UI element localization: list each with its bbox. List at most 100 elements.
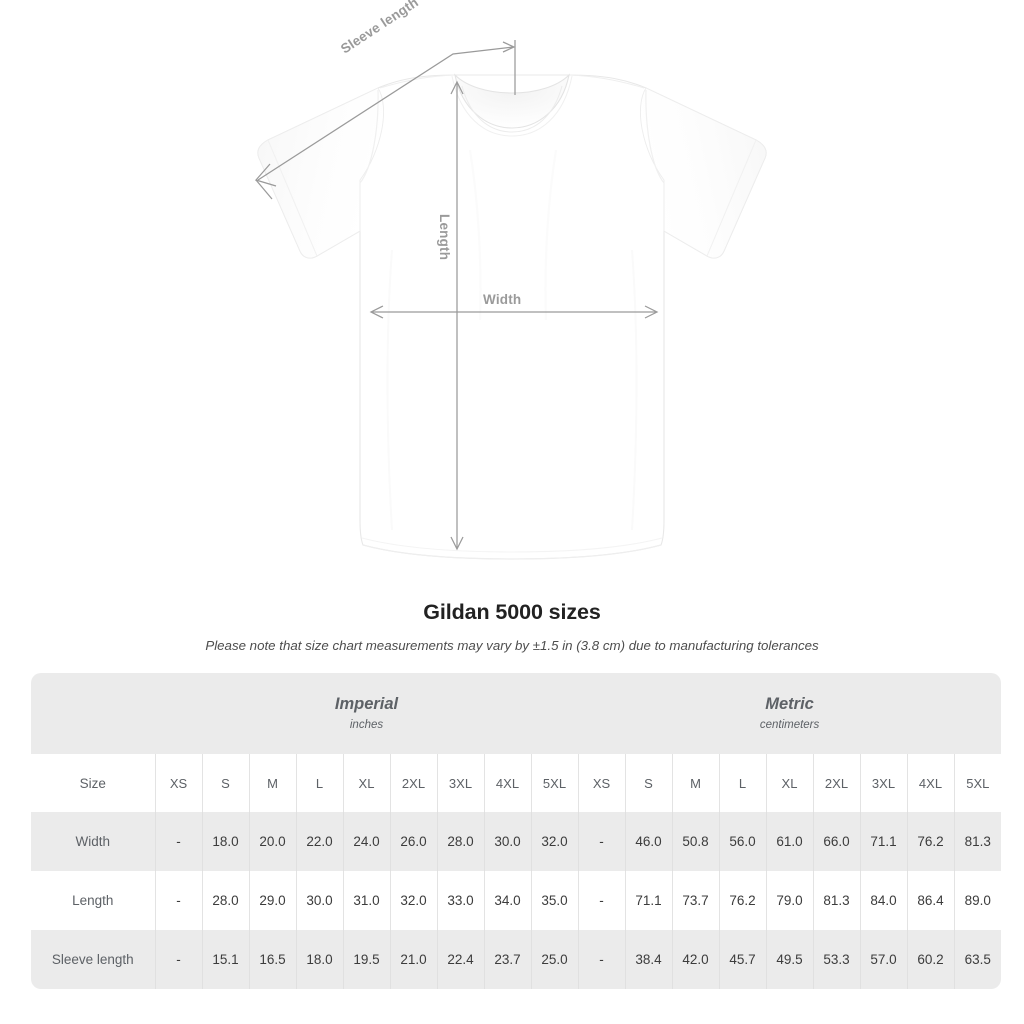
cell-length-imperial-2xl: 32.0 (389, 871, 437, 930)
bottom-hem (362, 544, 662, 560)
right-shoulder-seam (568, 74, 645, 89)
cell-width-imperial-l: 22.0 (295, 812, 343, 871)
size-column-header: Size (31, 754, 155, 812)
size-header-metric-2xl: 2XL (812, 754, 860, 812)
cell-width-metric-4xl: 76.2 (906, 812, 954, 871)
cell-length-imperial-xl: 31.0 (342, 871, 390, 930)
size-header-imperial-m: M (248, 754, 296, 812)
tolerance-note: Please note that size chart measurements… (205, 638, 819, 653)
size-header-imperial-xs: XS (154, 754, 202, 812)
page-title: Gildan 5000 sizes (423, 600, 601, 624)
cell-sleeve-imperial-xl: 19.5 (342, 930, 390, 989)
size-header-imperial-l: L (295, 754, 343, 812)
cell-width-metric-s: 46.0 (624, 812, 672, 871)
length-arrowhead-bottom (450, 536, 464, 551)
table-row: Length - 28.0 29.0 30.0 31.0 32.0 33.0 3… (31, 871, 1002, 930)
cell-length-metric-l: 76.2 (718, 871, 766, 930)
cell-width-imperial-xl: 24.0 (342, 812, 390, 871)
size-header-metric-xl: XL (765, 754, 813, 812)
right-sleeve-seam (645, 89, 665, 184)
cell-length-metric-xs: - (577, 871, 625, 930)
cell-sleeve-metric-3xl: 57.0 (859, 930, 907, 989)
garment-shape (257, 73, 767, 560)
cell-length-imperial-m: 29.0 (248, 871, 296, 930)
cell-length-imperial-4xl: 34.0 (483, 871, 531, 930)
size-chart-table-container: Imperial inches Metric centimeters Size … (31, 673, 1002, 989)
collar-inner-line (461, 85, 563, 133)
size-header-metric-xs: XS (577, 754, 625, 812)
cell-sleeve-metric-s: 38.4 (624, 930, 672, 989)
cell-width-imperial-2xl: 26.0 (389, 812, 437, 871)
size-header-metric-4xl: 4XL (906, 754, 954, 812)
length-arrowhead-top (450, 80, 464, 95)
cell-sleeve-imperial-3xl: 22.4 (436, 930, 484, 989)
cell-length-metric-5xl: 89.0 (953, 871, 1002, 930)
tshirt-diagram: Sleeve length Length Width (254, 0, 767, 560)
cell-sleeve-imperial-5xl: 25.0 (530, 930, 578, 989)
width-arrowhead-left (369, 305, 384, 319)
imperial-label: Imperial (334, 694, 399, 713)
cell-sleeve-metric-5xl: 63.5 (953, 930, 1002, 989)
cell-sleeve-metric-xs: - (577, 930, 625, 989)
sleeve-length-line (257, 46, 514, 181)
width-label: Width (483, 292, 522, 307)
cell-sleeve-imperial-xs: - (154, 930, 202, 989)
cell-length-imperial-l: 30.0 (295, 871, 343, 930)
length-arrow (450, 80, 464, 551)
size-header-imperial-3xl: 3XL (436, 754, 484, 812)
collar-rib-line (451, 75, 573, 137)
bottom-hem-inner (361, 537, 663, 553)
left-sleeve-hem (267, 139, 318, 257)
size-header-imperial-4xl: 4XL (483, 754, 531, 812)
cell-length-imperial-3xl: 33.0 (436, 871, 484, 930)
cell-width-metric-2xl: 66.0 (812, 812, 860, 871)
size-header-metric-3xl: 3XL (859, 754, 907, 812)
metric-header-cell: Metric centimeters (578, 673, 1002, 754)
fabric-fold-left (386, 249, 393, 531)
cell-sleeve-imperial-2xl: 21.0 (389, 930, 437, 989)
cell-sleeve-imperial-4xl: 23.7 (483, 930, 531, 989)
cell-width-metric-m: 50.8 (671, 812, 719, 871)
cell-length-imperial-5xl: 35.0 (530, 871, 578, 930)
cell-width-imperial-5xl: 32.0 (530, 812, 578, 871)
fabric-fold-chest2 (544, 149, 558, 321)
cell-width-imperial-m: 20.0 (248, 812, 296, 871)
cell-width-metric-xs: - (577, 812, 625, 871)
title-block: Gildan 5000 sizes Please note that size … (0, 598, 1024, 654)
table-row: Sleeve length - 15.1 16.5 18.0 19.5 21.0… (31, 930, 1002, 989)
cell-length-imperial-xs: - (154, 871, 202, 930)
cell-length-metric-s: 71.1 (624, 871, 672, 930)
cell-length-metric-4xl: 86.4 (906, 871, 954, 930)
size-header-metric-5xl: 5XL (953, 754, 1002, 812)
row-label-sleeve-length: Sleeve length (31, 930, 155, 989)
imperial-unit: inches (349, 718, 384, 731)
tshirt-illustration (254, 40, 767, 560)
sleeve-arrowhead-end (502, 41, 516, 53)
cell-width-imperial-3xl: 28.0 (436, 812, 484, 871)
size-chart-table: Imperial inches Metric centimeters Size … (31, 673, 1002, 989)
cell-width-metric-5xl: 81.3 (953, 812, 1002, 871)
unit-row-spacer (31, 673, 155, 754)
width-arrow (369, 305, 659, 319)
cell-sleeve-imperial-l: 18.0 (295, 930, 343, 989)
cell-width-metric-l: 56.0 (718, 812, 766, 871)
size-header-metric-m: M (671, 754, 719, 812)
table-row: Width - 18.0 20.0 22.0 24.0 26.0 28.0 30… (31, 812, 1002, 871)
cell-width-metric-xl: 61.0 (765, 812, 813, 871)
measurement-annotations (254, 40, 659, 551)
cell-sleeve-imperial-s: 15.1 (201, 930, 249, 989)
cell-length-metric-2xl: 81.3 (812, 871, 860, 930)
sleeve-length-arrow (254, 40, 516, 200)
size-header-metric-l: L (718, 754, 766, 812)
imperial-header-cell: Imperial inches (155, 673, 578, 754)
right-sleeve-hem (706, 139, 757, 257)
cell-sleeve-imperial-m: 16.5 (248, 930, 296, 989)
cell-length-metric-m: 73.7 (671, 871, 719, 930)
width-arrowhead-right (644, 305, 659, 319)
size-header-imperial-5xl: 5XL (530, 754, 578, 812)
row-label-length: Length (31, 871, 155, 930)
fabric-fold-right (631, 249, 638, 531)
cell-length-metric-3xl: 84.0 (859, 871, 907, 930)
fabric-fold-chest (468, 149, 482, 321)
size-header-metric-s: S (624, 754, 672, 812)
